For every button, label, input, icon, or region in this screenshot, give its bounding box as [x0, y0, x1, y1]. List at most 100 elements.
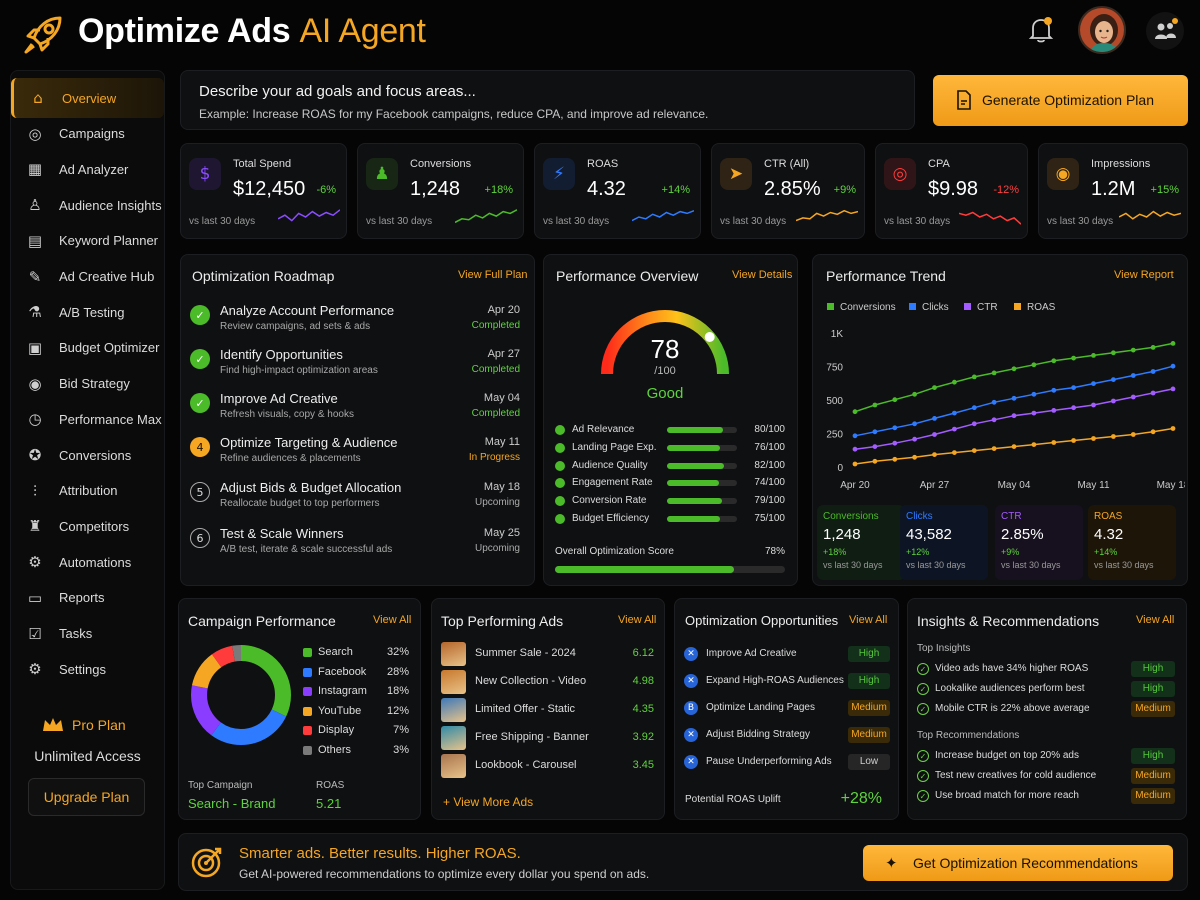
- trend-stat-ctr: CTR 2.85% +9% vs last 30 days: [995, 505, 1083, 580]
- ad-thumbnail: [441, 754, 466, 778]
- bid-icon: ◉: [28, 374, 42, 393]
- sidebar-item-tasks[interactable]: ☑ Tasks: [11, 614, 164, 654]
- priority-badge: Medium: [848, 727, 890, 743]
- get-recommendations-button[interactable]: ✦ Get Optimization Recommendations: [863, 845, 1173, 881]
- sidebar-item-label: Competitors: [59, 518, 130, 534]
- sidebar-item-automations[interactable]: ⚙ Automations: [11, 542, 164, 582]
- kpi-card-roas[interactable]: ⚡ ROAS 4.32 +14% vs last 30 days: [534, 143, 701, 239]
- sidebar-item-keyword-planner[interactable]: ▤ Keyword Planner: [11, 221, 164, 261]
- avatar[interactable]: [1078, 6, 1126, 54]
- sidebar-item-overview[interactable]: ⌂ Overview: [11, 78, 164, 118]
- priority-badge: High: [1131, 748, 1175, 764]
- sidebar-item-a-b-testing[interactable]: ⚗ A/B Testing: [11, 292, 164, 332]
- roadmap-step[interactable]: 6 Test & Scale Winners A/B test, iterate &…: [190, 524, 525, 564]
- data-point: [912, 436, 917, 442]
- top-campaign-value: Search - Brand: [188, 796, 276, 811]
- opportunity-item[interactable]: B Optimize Landing Pages Medium: [684, 699, 890, 719]
- kpi-subtext: vs last 30 days: [720, 216, 787, 227]
- data-point: [1031, 362, 1037, 368]
- metric-bar-fill: [667, 480, 719, 487]
- trend-stat-delta: +12%: [906, 547, 930, 557]
- bell-icon[interactable]: [1028, 16, 1054, 44]
- data-point: [971, 405, 977, 411]
- metric-value: 76/100: [754, 441, 785, 453]
- sidebar-item-conversions[interactable]: ✪ Conversions: [11, 435, 164, 475]
- sidebar-item-ad-analyzer[interactable]: ▦ Ad Analyzer: [11, 149, 164, 189]
- pro-plan-access: Unlimited Access: [34, 748, 141, 764]
- view-full-plan-link[interactable]: View Full Plan: [458, 269, 528, 281]
- roadmap-step[interactable]: 4 Optimize Targeting & Audience Refine aud…: [190, 433, 525, 473]
- data-point: [1170, 426, 1176, 431]
- top-ads-view-all-link[interactable]: View All: [618, 614, 657, 626]
- data-point: [1150, 429, 1156, 435]
- ad-row[interactable]: Limited Offer - Static 4.35: [441, 698, 656, 722]
- ad-thumbnail: [441, 726, 466, 750]
- data-point: [1111, 398, 1116, 404]
- ad-row[interactable]: New Collection - Video 4.98: [441, 670, 656, 694]
- view-report-link[interactable]: View Report: [1114, 269, 1174, 281]
- metric-bar-fill: [667, 498, 723, 505]
- view-more-ads-link[interactable]: + View More Ads: [443, 795, 534, 809]
- data-point: [892, 397, 898, 403]
- insights-view-all-link[interactable]: View All: [1136, 614, 1175, 626]
- legend-channel: YouTube: [318, 704, 362, 717]
- kpi-card-conversions[interactable]: ♟ Conversions 1,248 +18% vs last 30 days: [357, 143, 524, 239]
- legend-swatch: [303, 745, 312, 755]
- kpi-card-impressions[interactable]: ◉ Impressions 1.2M +15% vs last 30 days: [1038, 143, 1188, 239]
- opportunity-item[interactable]: ✕ Pause Underperforming Ads Low: [684, 753, 890, 773]
- upgrade-plan-button[interactable]: Upgrade Plan: [28, 778, 145, 816]
- sidebar-item-budget-optimizer[interactable]: ▣ Budget Optimizer: [11, 328, 164, 368]
- roadmap-step[interactable]: ✓ Improve Ad Creative Refresh visuals, cop…: [190, 389, 525, 429]
- data-point: [892, 456, 898, 462]
- kpi-card-ctr-all[interactable]: ➤ CTR (All) 2.85% +9% vs last 30 days: [711, 143, 865, 239]
- prompt-box[interactable]: Describe your ad goals and focus areas..…: [180, 70, 915, 130]
- sidebar-item-reports[interactable]: ▭ Reports: [11, 578, 164, 618]
- campaigns-icon: ◎: [28, 124, 42, 143]
- sidebar-item-audience-insights[interactable]: ♙ Audience Insights: [11, 185, 164, 225]
- opportunity-item[interactable]: ✕ Adjust Bidding Strategy Medium: [684, 726, 890, 746]
- sidebar-item-settings[interactable]: ⚙ Settings: [11, 649, 164, 689]
- data-point: [1111, 377, 1116, 382]
- trend-stat-label: Conversions: [823, 511, 879, 522]
- opportunities-view-all-link[interactable]: View All: [849, 614, 888, 626]
- generate-plan-button[interactable]: Generate Optimization Plan: [933, 75, 1188, 126]
- check-icon: ✓: [917, 750, 929, 762]
- roadmap-step[interactable]: ✓ Analyze Account Performance Review campa…: [190, 301, 525, 341]
- sidebar-item-performance-max[interactable]: ◷ Performance Max: [11, 399, 164, 439]
- ad-row[interactable]: Summer Sale - 2024 6.12: [441, 642, 656, 666]
- ad-name: New Collection - Video: [475, 675, 587, 687]
- metric-bar: [667, 462, 737, 469]
- footer-headline: Smarter ads. Better results. Higher ROAS…: [239, 845, 521, 862]
- sidebar-item-label: A/B Testing: [59, 304, 125, 320]
- sidebar-item-bid-strategy[interactable]: ◉ Bid Strategy: [11, 364, 164, 404]
- ad-roas: 6.12: [632, 647, 654, 659]
- data-point: [892, 425, 898, 431]
- kpi-label: ROAS: [587, 158, 619, 170]
- roadmap-step-title: Optimize Targeting & Audience: [220, 435, 398, 450]
- ad-row[interactable]: Free Shipping - Banner 3.92: [441, 726, 656, 750]
- ad-row[interactable]: Lookbook - Carousel 3.45: [441, 754, 656, 778]
- data-point: [1150, 390, 1156, 396]
- data-point: [1011, 444, 1017, 449]
- insight-text: Increase budget on top 20% ads: [935, 750, 1079, 761]
- sidebar-item-ad-creative-hub[interactable]: ✎ Ad Creative Hub: [11, 257, 164, 297]
- sidebar-item-attribution[interactable]: ⫶ Attribution: [11, 471, 164, 511]
- users-icon[interactable]: [1146, 12, 1184, 50]
- roadmap-step[interactable]: ✓ Identify Opportunities Find high-impact …: [190, 345, 525, 385]
- overview-metric: Budget Efficiency 75/100: [555, 512, 787, 528]
- y-tick-label: 250: [826, 430, 843, 441]
- campaign-view-all-link[interactable]: View All: [373, 614, 412, 626]
- kpi-card-total-spend[interactable]: $ Total Spend $12,450 -6% vs last 30 days: [180, 143, 347, 239]
- view-details-link[interactable]: View Details: [732, 269, 793, 281]
- opportunity-item[interactable]: ✕ Improve Ad Creative High: [684, 645, 890, 665]
- roadmap-step-desc: A/B test, iterate & scale successful ads: [220, 544, 393, 555]
- data-point: [1170, 363, 1176, 369]
- sidebar-item-competitors[interactable]: ♜ Competitors: [11, 506, 164, 546]
- data-point: [1071, 438, 1076, 443]
- insight-text: Video ads have 34% higher ROAS: [935, 663, 1089, 674]
- roadmap-step[interactable]: 5 Adjust Bids & Budget Allocation Realloca…: [190, 478, 525, 518]
- sidebar-item-campaigns[interactable]: ◎ Campaigns: [11, 114, 164, 154]
- opportunity-item[interactable]: ✕ Expand High-ROAS Audiences High: [684, 672, 890, 692]
- insights-title: Insights & Recommendations: [917, 613, 1100, 629]
- kpi-card-cpa[interactable]: ◎ CPA $9.98 -12% vs last 30 days: [875, 143, 1028, 239]
